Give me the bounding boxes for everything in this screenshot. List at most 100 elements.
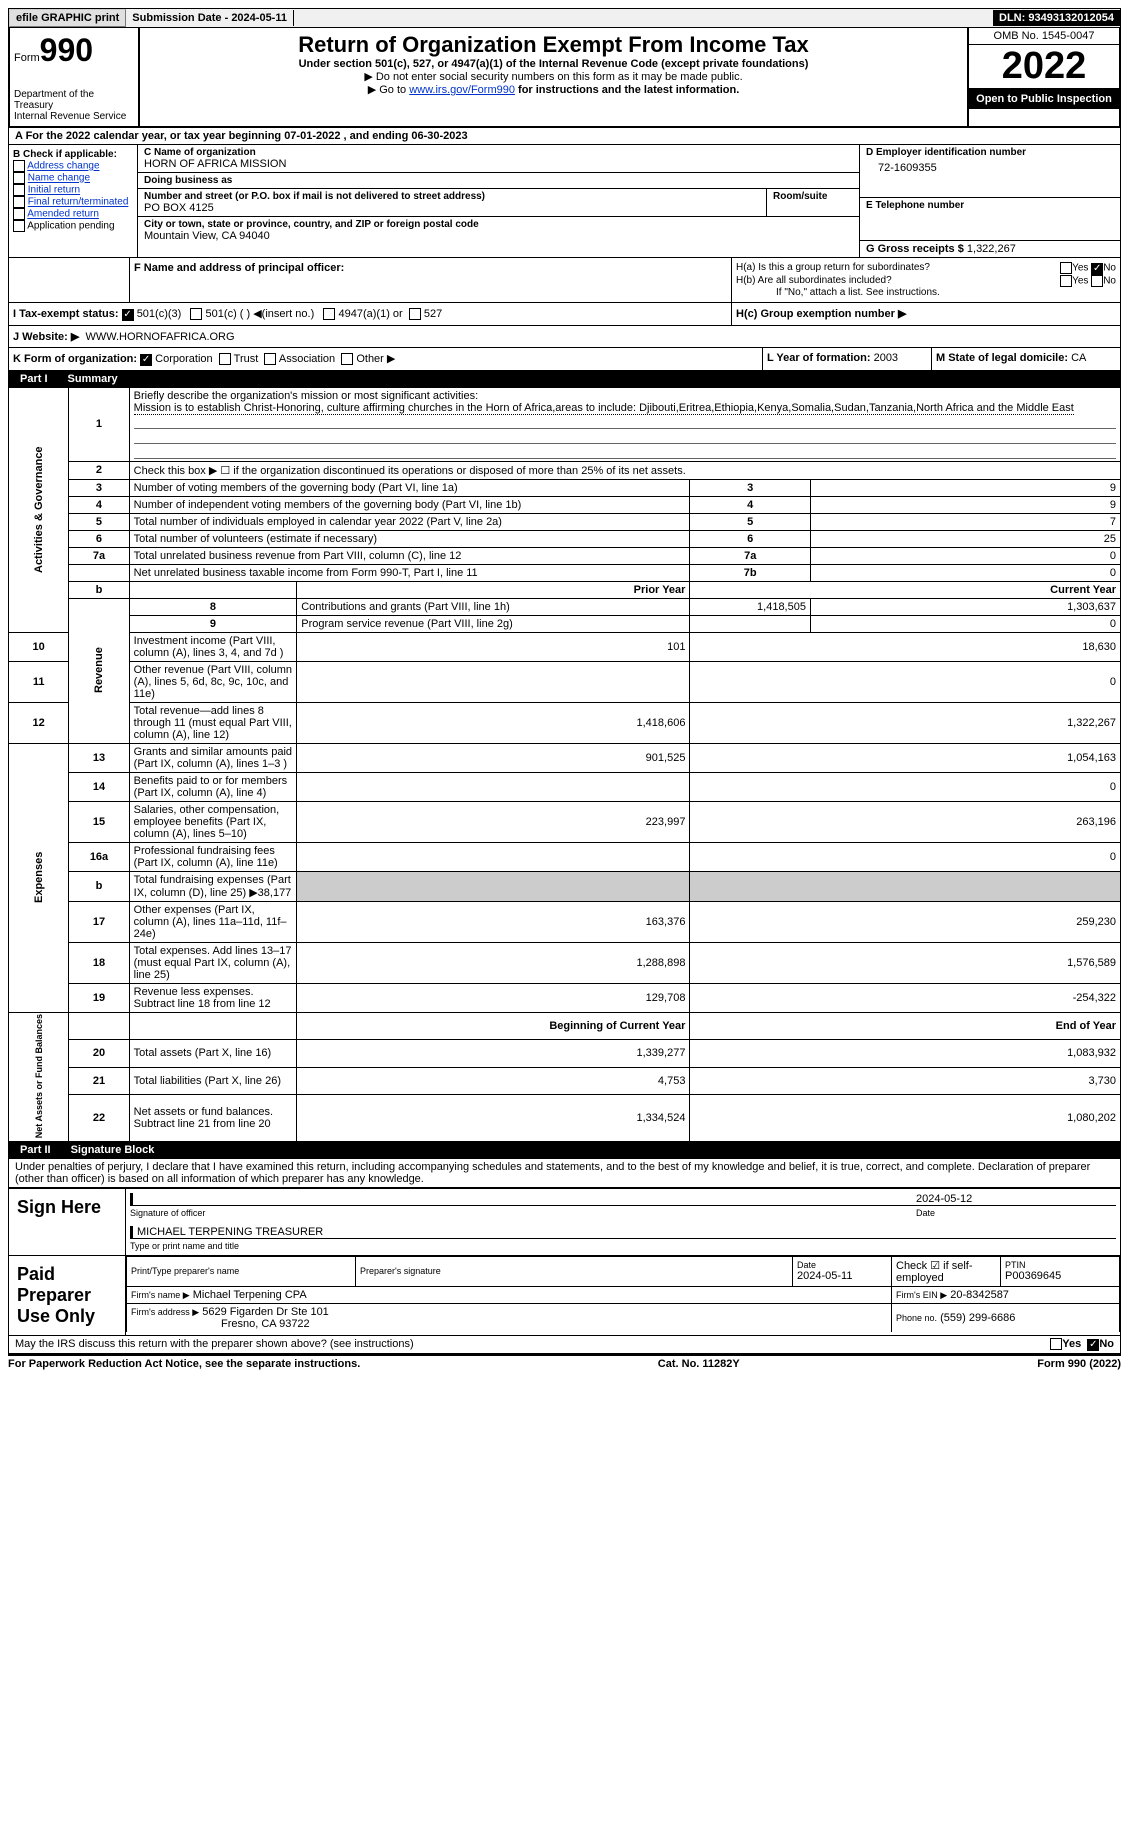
m-label: M State of legal domicile: (936, 352, 1068, 364)
chk-name[interactable] (13, 172, 25, 184)
page-footer: For Paperwork Reduction Act Notice, see … (8, 1354, 1121, 1370)
l-cell: L Year of formation: 2003 (762, 348, 931, 370)
q1-label: Briefly describe the organization's miss… (134, 390, 478, 402)
b-item-4[interactable]: Amended return (27, 209, 99, 220)
b-item-0[interactable]: Address change (27, 161, 99, 172)
shaded-cell (297, 871, 690, 901)
sign-here-label: Sign Here (9, 1189, 126, 1255)
ein: 72-1609355 (866, 158, 1114, 178)
page-title: Return of Organization Exempt From Incom… (144, 32, 963, 58)
k-label: K Form of organization: (13, 353, 137, 365)
k-l-m-row: K Form of organization: ✓ Corporation Tr… (8, 348, 1121, 371)
g-label: G Gross receipts $ (866, 243, 964, 255)
k-other[interactable] (341, 353, 353, 365)
header-center: Return of Organization Exempt From Incom… (140, 28, 967, 126)
top-bar: efile GRAPHIC print Submission Date - 20… (8, 8, 1121, 28)
b-item-2[interactable]: Initial return (28, 185, 80, 196)
q2: Check this box ▶ ☐ if the organization d… (129, 461, 1120, 479)
h-cell: H(a) Is this a group return for subordin… (732, 258, 1120, 302)
header-right: OMB No. 1545-0047 2022 Open to Public In… (967, 28, 1119, 126)
chk-initial[interactable] (13, 184, 25, 196)
col-d-e-g: D Employer identification number 72-1609… (859, 145, 1120, 257)
irs-link[interactable]: www.irs.gov/Form990 (409, 84, 515, 96)
website: WWW.HORNOFAFRICA.ORG (85, 331, 234, 343)
hb-no[interactable] (1091, 275, 1103, 287)
i-label: I Tax-exempt status: (13, 308, 119, 320)
form-label: Form990 (14, 32, 134, 69)
d-cell: D Employer identification number 72-1609… (860, 145, 1120, 198)
discuss-text: May the IRS discuss this return with the… (15, 1338, 414, 1351)
top-bar-fill (294, 16, 993, 20)
i-chk-527[interactable] (409, 308, 421, 320)
j-cell: J Website: ▶ WWW.HORNOFAFRICA.ORG (9, 326, 1120, 347)
c-dba-label: Doing business as (144, 175, 853, 186)
dept: Department of the Treasury (14, 89, 134, 111)
row-1-num: 1 (69, 387, 129, 461)
discuss-no-chk[interactable]: ✓ (1087, 1339, 1099, 1351)
k-cell: K Form of organization: ✓ Corporation Tr… (9, 348, 762, 370)
summary-table: Activities & Governance 1 Briefly descri… (8, 387, 1121, 1142)
irs: Internal Revenue Service (14, 111, 134, 122)
efile-print-button[interactable]: efile GRAPHIC print (9, 9, 126, 27)
part1-header: Part I Summary (8, 371, 1121, 387)
chk-amended[interactable] (13, 208, 25, 220)
footer-mid: Cat. No. 11282Y (658, 1358, 740, 1370)
k-trust[interactable] (219, 353, 231, 365)
city: Mountain View, CA 94040 (144, 230, 853, 242)
c-dba-cell: Doing business as (138, 173, 859, 189)
hc: H(c) Group exemption number ▶ (736, 308, 906, 320)
form-text: Form (14, 52, 40, 64)
hb-yes[interactable] (1060, 275, 1072, 287)
c-name-cell: C Name of organization HORN OF AFRICA MI… (138, 145, 859, 173)
omb: OMB No. 1545-0047 (969, 28, 1119, 45)
g-cell: G Gross receipts $ 1,322,267 (860, 241, 1120, 257)
hc-cell: H(c) Group exemption number ▶ (731, 303, 1120, 325)
dln: DLN: 93493132012054 (993, 10, 1120, 26)
b-item-3[interactable]: Final return/terminated (28, 197, 129, 208)
i-cell: I Tax-exempt status: ✓ 501(c)(3) 501(c) … (9, 303, 731, 325)
j-label: J Website: ▶ (13, 331, 79, 343)
i-opt-0: 501(c)(3) (137, 308, 182, 320)
hb: H(b) Are all subordinates included? (736, 275, 892, 287)
i-chk-4947[interactable] (323, 308, 335, 320)
i-opt-2: 4947(a)(1) or (339, 308, 403, 320)
sig-officer-area[interactable] (130, 1193, 916, 1205)
date-label: Date (916, 1208, 1116, 1218)
j-row: J Website: ▶ WWW.HORNOFAFRICA.ORG (8, 326, 1121, 348)
footer-left: For Paperwork Reduction Act Notice, see … (8, 1358, 360, 1370)
discuss-yes-chk[interactable] (1050, 1338, 1062, 1350)
sig-date: 2024-05-12 (916, 1193, 1116, 1205)
c-city-cell: City or town, state or province, country… (138, 217, 859, 244)
ha-yes[interactable] (1060, 262, 1072, 274)
paid-preparer-block: Paid Preparer Use Only Print/Type prepar… (8, 1256, 1121, 1336)
c-room-label: Room/suite (773, 191, 853, 202)
c-addr-cell: Number and street (or P.O. box if mail i… (138, 189, 767, 217)
i-chk-501c3[interactable]: ✓ (122, 309, 134, 321)
m-value: CA (1071, 352, 1086, 364)
i-chk-501c[interactable] (190, 308, 202, 320)
section-revenue: Revenue (69, 598, 129, 743)
chk-pending[interactable] (13, 220, 25, 232)
i-row: I Tax-exempt status: ✓ 501(c)(3) 501(c) … (8, 303, 1121, 326)
b-header: B Check if applicable: (13, 149, 133, 160)
ha: H(a) Is this a group return for subordin… (736, 262, 930, 275)
shaded-cell-2 (690, 871, 1121, 901)
paid-label: Paid Preparer Use Only (9, 1256, 126, 1335)
k-corp[interactable]: ✓ (140, 354, 152, 366)
c-addr-label: Number and street (or P.O. box if mail i… (144, 191, 760, 202)
org-name: HORN OF AFRICA MISSION (144, 158, 853, 170)
part2-header: Part II Signature Block (8, 1142, 1121, 1158)
hb-note: If "No," attach a list. See instructions… (736, 287, 1116, 298)
i-opt-3: 527 (424, 308, 442, 320)
l-label: L Year of formation: (767, 352, 871, 364)
col-b: B Check if applicable: Address change Na… (9, 145, 138, 257)
note2: ▶ Go to www.irs.gov/Form990 for instruct… (144, 83, 963, 96)
q1-text: Mission is to establish Christ-Honoring,… (134, 402, 1074, 415)
k-assoc[interactable] (264, 353, 276, 365)
c-room-cell: Room/suite (767, 189, 859, 217)
b-item-1[interactable]: Name change (28, 173, 90, 184)
chk-address[interactable] (13, 160, 25, 172)
chk-final[interactable] (13, 196, 25, 208)
part1-tab: Part I (8, 371, 60, 387)
ha-no[interactable]: ✓ (1091, 263, 1103, 275)
